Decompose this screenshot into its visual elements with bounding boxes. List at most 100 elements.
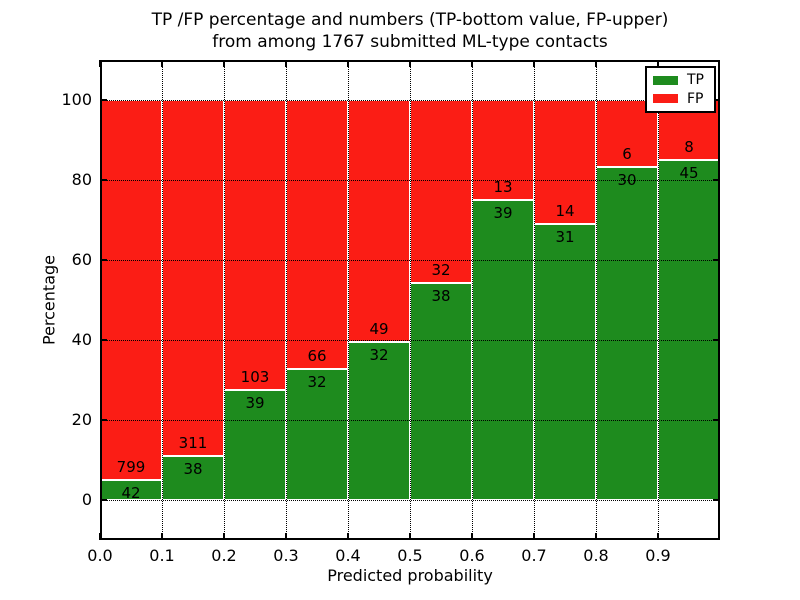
gridline-horizontal (100, 499, 720, 501)
tp-count-label: 39 (493, 204, 513, 222)
x-tick-label: 0.5 (397, 546, 423, 565)
legend-swatch-tp (653, 75, 678, 85)
x-tick-mark-bottom (595, 533, 597, 540)
x-tick-label: 0.7 (521, 546, 547, 565)
chart-title-line1: TP /FP percentage and numbers (TP-bottom… (151, 10, 669, 30)
gridline-vertical (347, 60, 349, 540)
x-tick-mark-top (595, 60, 597, 67)
x-tick-label: 0.1 (149, 546, 175, 565)
x-tick-mark-bottom (223, 533, 225, 540)
y-tick-mark-right (713, 259, 720, 261)
tp-count-label: 32 (307, 373, 327, 392)
tp-bar-segment (410, 282, 472, 500)
tp-count-label: 32 (369, 346, 389, 364)
x-tick-mark-top (347, 60, 349, 67)
legend-item-fp: FP (653, 92, 708, 106)
fp-bar-segment (224, 100, 286, 390)
y-tick-mark-right (713, 179, 720, 181)
y-tick-mark-left (100, 179, 107, 181)
x-tick-label: 0.9 (645, 546, 671, 565)
tp-bar-segment (162, 456, 224, 500)
x-tick-mark-bottom (657, 533, 659, 540)
gridline-vertical (533, 60, 535, 540)
y-tick-mark-right (713, 99, 720, 101)
chart-title-line2: from among 1767 submitted ML-type contac… (212, 32, 608, 52)
gridline-vertical (285, 60, 287, 540)
x-tick-label: 0.8 (583, 546, 609, 565)
gridline-vertical (223, 60, 225, 540)
fp-count-label: 311 (178, 434, 208, 453)
x-tick-label: 0.0 (87, 546, 113, 565)
x-tick-mark-top (657, 60, 659, 67)
gridline-vertical (471, 60, 473, 540)
fp-count-label: 799 (116, 458, 146, 476)
x-axis-label: Predicted probability (327, 566, 493, 585)
fp-bar-segment (348, 100, 410, 342)
tp-count-label: 42 (121, 484, 141, 502)
tp-count-label: 38 (183, 460, 203, 479)
tp-count-label: 31 (555, 228, 575, 247)
gridline-horizontal (100, 339, 720, 341)
tp-bar-segment (472, 200, 534, 500)
x-tick-mark-bottom (161, 533, 163, 540)
x-tick-label: 0.3 (273, 546, 299, 565)
y-tick-mark-right (713, 339, 720, 341)
gridline-horizontal (100, 99, 720, 101)
tp-bar-segment (534, 224, 596, 500)
gridline-vertical (161, 60, 163, 540)
x-tick-mark-bottom (409, 533, 411, 540)
x-tick-mark-top (409, 60, 411, 67)
y-tick-label: 40 (71, 330, 92, 349)
gridline-horizontal (100, 259, 720, 261)
y-tick-label: 20 (71, 410, 92, 429)
y-tick-mark-left (100, 499, 107, 501)
gridline-horizontal (100, 179, 720, 181)
gridline-vertical (595, 60, 597, 540)
legend-label-fp: FP (687, 90, 704, 107)
x-tick-mark-top (99, 60, 101, 67)
tp-count-label: 39 (245, 394, 265, 412)
fp-bar-segment (286, 100, 348, 370)
tp-count-label: 38 (431, 286, 451, 305)
fp-bar-segment (410, 100, 472, 283)
tp-bar-segment (348, 342, 410, 500)
fp-count-label: 8 (684, 138, 694, 157)
y-tick-label: 60 (71, 250, 92, 269)
y-tick-mark-right (713, 419, 720, 421)
y-tick-mark-left (100, 339, 107, 341)
gridline-vertical (409, 60, 411, 540)
tp-count-label: 30 (617, 170, 637, 189)
tp-bar-segment (596, 166, 658, 500)
fp-count-label: 32 (431, 260, 451, 279)
legend: TP FP (645, 66, 716, 113)
fp-bar-segment (534, 100, 596, 225)
legend-label-tp: TP (687, 72, 704, 89)
x-tick-mark-bottom (99, 533, 101, 540)
x-tick-mark-top (533, 60, 535, 67)
y-tick-label: 80 (71, 170, 92, 189)
x-tick-mark-top (161, 60, 163, 67)
x-tick-mark-top (471, 60, 473, 67)
y-tick-mark-left (100, 259, 107, 261)
x-tick-label: 0.2 (211, 546, 237, 565)
plot-area: 799 42 311 38 103 39 66 32 49 32 32 38 13 39 14 31 6 30 8 4… (99, 60, 720, 540)
fp-bar-segment (472, 100, 534, 200)
x-tick-mark-top (223, 60, 225, 67)
gridline-vertical (657, 60, 659, 540)
fp-count-label: 103 (240, 368, 270, 386)
x-tick-label: 0.6 (459, 546, 485, 565)
fp-count-label: 49 (369, 320, 389, 338)
legend-item-tp: TP (653, 73, 708, 87)
fp-count-label: 6 (622, 144, 632, 163)
y-tick-label: 0 (81, 490, 92, 509)
fp-count-label: 13 (493, 178, 513, 196)
x-tick-mark-top (285, 60, 287, 67)
x-tick-mark-bottom (533, 533, 535, 540)
tp-bar-segment (658, 160, 720, 500)
x-tick-mark-bottom (285, 533, 287, 540)
x-tick-mark-bottom (347, 533, 349, 540)
y-tick-mark-left (100, 99, 107, 101)
tp-count-label: 45 (679, 164, 699, 183)
x-tick-mark-bottom (471, 533, 473, 540)
